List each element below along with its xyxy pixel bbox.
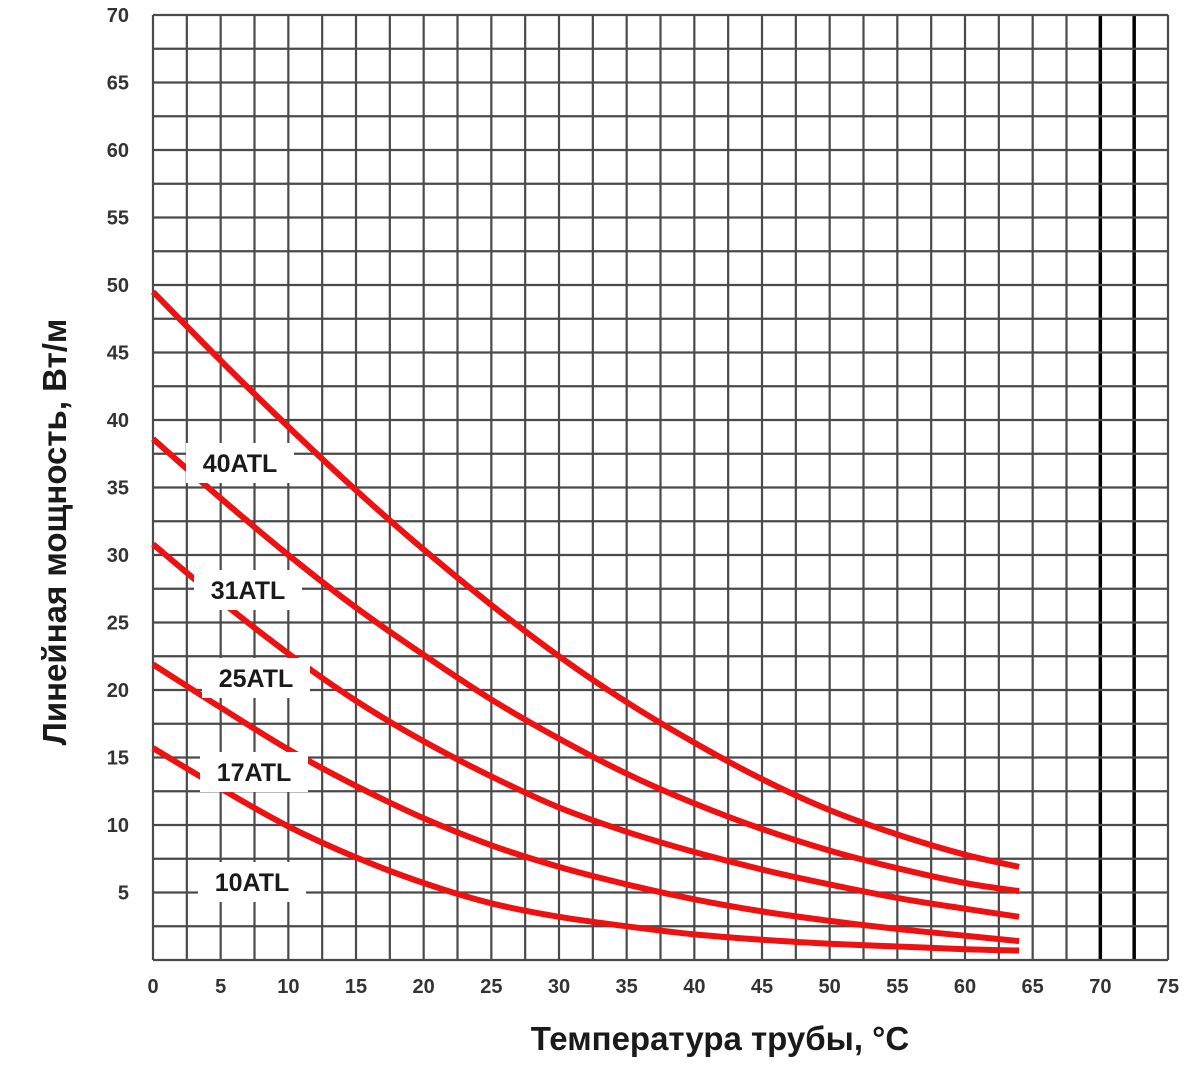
x-tick-label: 50 [819,976,841,998]
y-tick-label: 5 [118,883,129,905]
series-label-25atl: 25ATL [202,658,310,698]
series-label-text: 31ATL [211,577,286,605]
x-tick-label: 40 [683,976,705,998]
x-tick-label: 35 [616,976,638,998]
x-axis-title: Температура трубы, °C [531,1020,909,1057]
y-tick-label: 20 [107,680,129,702]
x-tick-label: 60 [954,976,976,998]
x-tick-label: 0 [147,976,158,998]
y-tick-label: 45 [107,343,129,365]
series-labels: 40ATL 31ATL 25ATL 17ATL 10ATL [186,443,310,902]
series-label-40atl: 40ATL [186,443,294,483]
x-tick-label: 15 [345,976,367,998]
y-tick-label: 50 [107,275,129,297]
series-label-background [200,752,308,792]
grid [151,13,1170,962]
y-axis-ticks: 5 10 15 20 25 30 35 40 45 50 55 60 65 70 [107,5,129,905]
y-axis-title: Линейная мощность, Вт/м [36,319,73,746]
series-line-31atl [151,436,1020,895]
series-label-background [202,658,310,698]
y-tick-label: 15 [107,748,129,770]
y-tick-label: 30 [107,545,129,567]
series-label-17atl: 17ATL [200,752,308,792]
y-tick-label: 25 [107,613,129,635]
x-tick-label: 20 [413,976,435,998]
x-tick-label: 10 [277,976,299,998]
x-tick-label: 65 [1022,976,1044,998]
y-tick-label: 60 [107,140,129,162]
x-tick-label: 25 [480,976,502,998]
y-tick-label: 55 [107,208,129,230]
x-tick-label: 70 [1089,976,1111,998]
x-axis-ticks: 0 5 10 15 20 25 30 35 40 45 50 55 60 65 70 75 [147,976,1179,998]
series-label-background [194,570,302,610]
series-label-text: 25ATL [219,665,294,693]
x-tick-label: 30 [548,976,570,998]
y-tick-label: 40 [107,410,129,432]
series-line-40atl [150,289,1020,870]
series-line-10atl [151,745,1020,954]
series-label-text: 10ATL [215,869,290,897]
x-tick-label: 45 [751,976,773,998]
y-tick-label: 10 [107,815,129,837]
series-label-background [198,862,306,902]
series-label-background [186,443,294,483]
y-tick-label: 35 [107,478,129,500]
x-tick-label: 55 [886,976,908,998]
y-tick-label: 65 [107,73,129,95]
y-tick-label: 70 [107,5,129,27]
series-line-25atl [151,541,1020,920]
x-tick-label: 5 [215,976,226,998]
series-label-31atl: 31ATL [194,570,302,610]
series-label-10atl: 10ATL [198,862,306,902]
series-label-text: 17ATL [217,759,292,787]
series-label-text: 40ATL [203,450,278,478]
x-tick-label: 75 [1157,976,1179,998]
